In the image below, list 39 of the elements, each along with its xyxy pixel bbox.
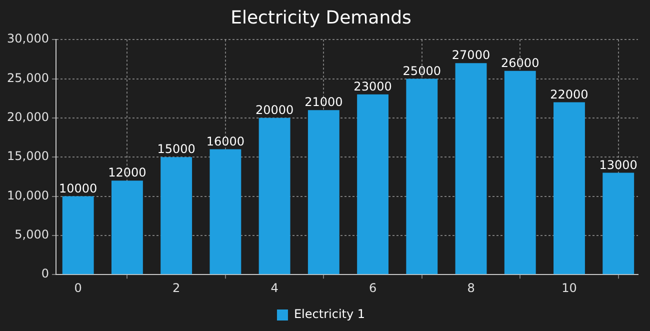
data-label: 12000 <box>108 166 146 180</box>
data-label: 25000 <box>402 64 441 78</box>
data-label: 21000 <box>304 95 343 110</box>
x-tick-label: 4 <box>270 280 278 295</box>
x-tick-label: 0 <box>74 280 82 295</box>
y-tick-label: 25,000 <box>6 70 49 85</box>
bar <box>455 63 487 274</box>
bar <box>160 157 192 274</box>
data-label: 10000 <box>58 181 98 196</box>
bar <box>308 110 340 274</box>
data-label: 13000 <box>599 158 638 172</box>
x-tick-label: 8 <box>467 280 475 295</box>
bar <box>111 180 143 274</box>
y-tick-label: 10,000 <box>6 188 49 202</box>
data-label: 22000 <box>550 87 588 102</box>
x-tick-label: 2 <box>172 280 180 295</box>
y-tick-label: 5,000 <box>14 228 49 242</box>
y-tick-label: 15,000 <box>6 149 49 164</box>
bar <box>554 102 585 274</box>
data-label: 23000 <box>354 80 392 94</box>
data-label: 26000 <box>501 56 540 70</box>
bar <box>406 78 438 274</box>
data-label: 27000 <box>452 48 490 62</box>
x-tick-label: 10 <box>562 280 577 295</box>
bar <box>210 149 242 274</box>
bar <box>357 94 388 274</box>
x-tick-label: 6 <box>368 280 377 295</box>
bar <box>258 118 290 274</box>
y-tick-label: 0 <box>41 266 49 281</box>
y-tick-label: 30,000 <box>6 32 49 46</box>
legend-label: Electricity 1 <box>294 307 366 322</box>
bar <box>504 70 536 274</box>
y-tick-label: 20,000 <box>6 110 49 124</box>
data-label: 16000 <box>206 134 245 148</box>
data-label: 20000 <box>255 103 294 118</box>
data-label: 15000 <box>157 142 196 156</box>
bar <box>602 172 634 274</box>
chart-title: Electricity Demands <box>230 7 412 28</box>
bar <box>62 196 94 274</box>
